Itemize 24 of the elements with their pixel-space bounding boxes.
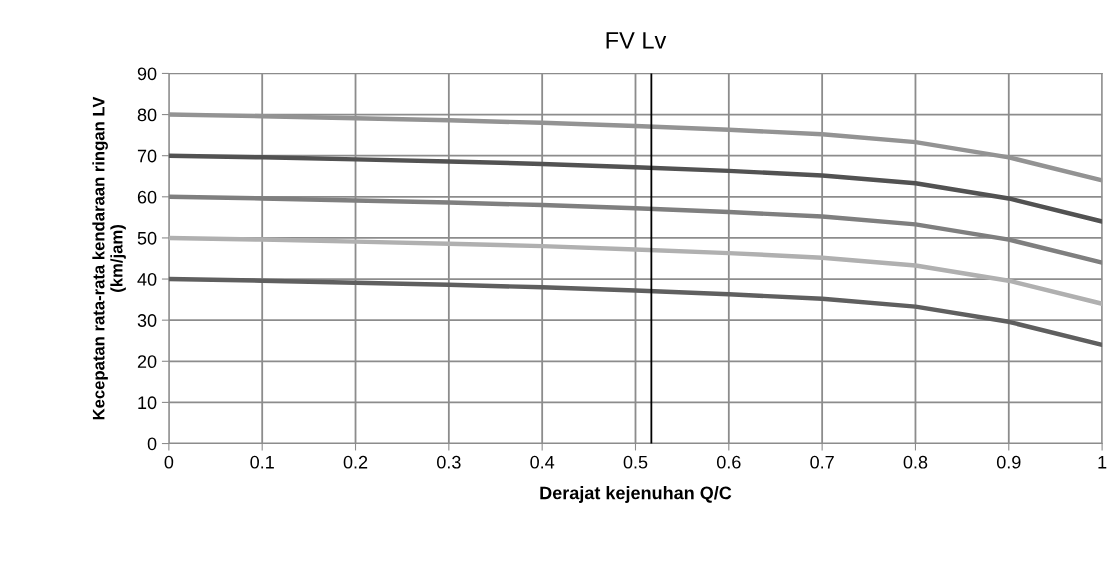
y-tick-label: 80 <box>137 108 157 122</box>
y-tick-label: 60 <box>137 190 157 204</box>
x-tick-label: 0.4 <box>530 455 555 469</box>
y-tick-label: 30 <box>137 314 157 327</box>
x-tick-label: 0.7 <box>810 455 834 469</box>
y-tick-label: 10 <box>138 396 157 410</box>
y-tick-label: 90 <box>137 67 157 81</box>
y-tick-label: 40 <box>137 272 157 286</box>
x-tick-label: 1 <box>1098 455 1107 469</box>
y-tick-label: 50 <box>137 231 157 245</box>
x-tick-label: 0.9 <box>996 455 1021 469</box>
x-tick-label: 0.3 <box>437 455 461 469</box>
x-tick-label: 0.1 <box>250 455 274 469</box>
y-tick-label: 70 <box>137 149 157 163</box>
x-tick-label: 0.6 <box>716 455 741 469</box>
chart-title: FV Lv <box>606 32 667 49</box>
y-axis-title: Kecepatan rata-rata kendaraan ringan LV (km/jam) <box>92 96 126 420</box>
x-axis-title: Derajat kejenuhan Q/C <box>540 486 732 503</box>
x-tick-label: 0.8 <box>903 455 928 469</box>
x-tick-label: 0.5 <box>623 455 648 469</box>
x-tick-label: 0.2 <box>343 455 368 469</box>
y-tick-label: 0 <box>147 437 157 451</box>
x-tick-label: 0 <box>164 455 174 469</box>
y-tick-label: 20 <box>137 355 157 369</box>
